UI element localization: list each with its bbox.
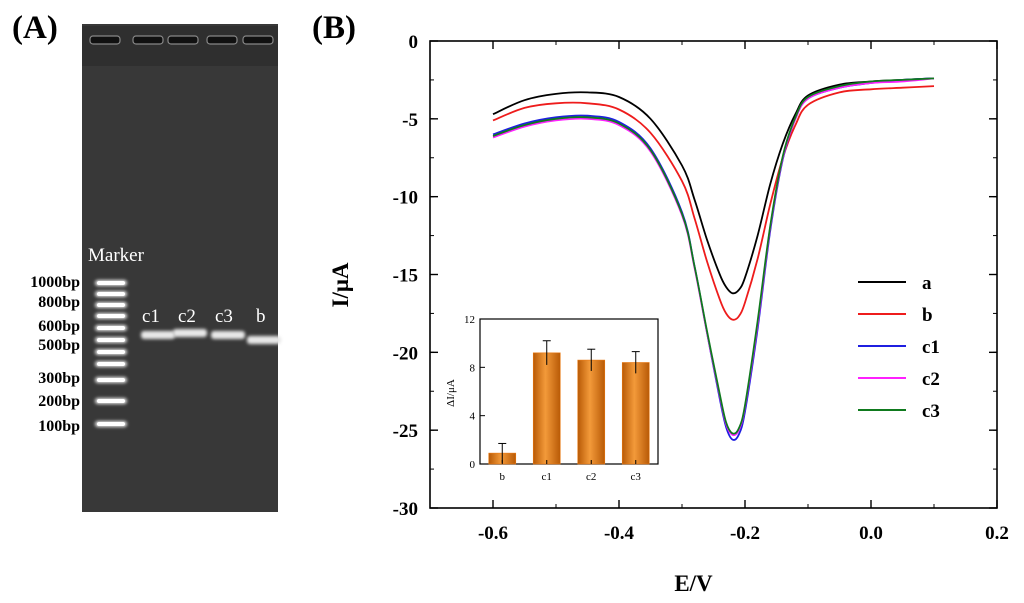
inset-y-tick-label: 8: [470, 362, 476, 374]
ladder-label: 300bp: [38, 370, 80, 387]
series-line-a: [492, 77, 935, 295]
gel-background: [82, 24, 278, 512]
dpv-chart: -0.6 -0.4 -0.2 0.0 0.2 0 -5 -10 -15 -20 -25 -30 E/V I…: [328, 32, 1009, 596]
ladder-label: 600bp: [38, 318, 80, 335]
ladder-band-core: [97, 292, 125, 296]
x-tick-label: -0.4: [604, 523, 635, 544]
ladder-band-core: [97, 338, 125, 342]
y-tick-label: -5: [402, 110, 418, 131]
inset-y-axis-title: ΔI/μA: [445, 379, 457, 407]
y-tick-label: -30: [393, 499, 418, 520]
legend-label-c1: c1: [922, 337, 940, 358]
gel-top-shade: [82, 26, 278, 66]
ladder-label: 500bp: [38, 337, 80, 354]
gel-well: [167, 35, 199, 45]
ladder-band-core: [97, 281, 125, 285]
inset-x-tick-label-b: b: [500, 471, 506, 483]
x-tick-label: -0.6: [478, 523, 508, 544]
lane-label-c1: c1: [142, 306, 160, 327]
ladder-band-core: [97, 378, 125, 382]
sample-band-c1: [141, 331, 175, 339]
panel-b-letter: (B): [312, 10, 356, 46]
marker-label: Marker: [88, 245, 145, 266]
inset-bar-c3: [621, 362, 650, 465]
x-tick-label: -0.2: [730, 523, 760, 544]
sample-band-b: [247, 336, 281, 344]
gel-well: [89, 35, 121, 45]
ladder-band-core: [97, 350, 125, 354]
series-line-b: [492, 85, 935, 321]
ladder-label: 200bp: [38, 393, 80, 410]
ladder-band-core: [97, 303, 125, 307]
gel-well: [132, 35, 164, 45]
ladder-band-core: [97, 314, 125, 318]
legend-label-b: b: [922, 305, 933, 326]
inset-bar-c1: [532, 352, 561, 465]
ladder-labels: 1000bp 800bp 600bp 500bp 300bp 200bp 100bp: [30, 274, 80, 435]
y-tick-label: 0: [409, 32, 419, 53]
y-tick-label: -15: [393, 266, 418, 287]
ladder-band-core: [97, 422, 125, 426]
gel-well: [206, 35, 238, 45]
ladder-band-core: [97, 362, 125, 366]
lane-label-b: b: [256, 306, 266, 327]
sample-band-c3: [211, 331, 245, 339]
inset-bar-c2: [577, 359, 606, 465]
sample-band-c2: [173, 329, 207, 337]
x-tick-label: 0.0: [859, 523, 883, 544]
inset-x-tick-label-c3: c3: [631, 471, 642, 483]
y-tick-label: -10: [393, 188, 418, 209]
y-tick-label: -20: [393, 343, 418, 364]
series-line-c3: [492, 77, 935, 435]
ladder-label: 800bp: [38, 294, 80, 311]
inset-bar-chart: 0 4 8 12 ΔI/μA b c1 c2 c3: [445, 314, 659, 483]
gel-image: Marker c1 c2 c3 b: [82, 24, 281, 512]
lane-label-c3: c3: [215, 306, 233, 327]
legend-label-a: a: [922, 273, 932, 294]
x-tick-label: 0.2: [985, 523, 1009, 544]
y-tick-label: -25: [393, 421, 418, 442]
legend-label-c3: c3: [922, 401, 940, 422]
panel-a-letter: (A): [12, 10, 58, 46]
y-axis-title: I/μA: [328, 262, 353, 307]
ladder-label: 100bp: [38, 418, 80, 435]
inset-x-tick-label-c1: c1: [542, 471, 552, 483]
ladder-band-core: [97, 326, 125, 330]
legend-label-c2: c2: [922, 369, 940, 390]
inset-x-tick-label-c2: c2: [586, 471, 596, 483]
ladder-band-core: [97, 399, 125, 403]
x-axis-title: E/V: [674, 571, 713, 596]
gel-well: [242, 35, 274, 45]
inset-y-tick-label: 4: [470, 411, 476, 423]
ladder-label: 1000bp: [30, 274, 80, 291]
inset-y-tick-label: 12: [464, 314, 475, 326]
lane-label-c2: c2: [178, 306, 196, 327]
inset-y-tick-label: 0: [470, 459, 476, 471]
series-line-c2: [492, 77, 935, 437]
